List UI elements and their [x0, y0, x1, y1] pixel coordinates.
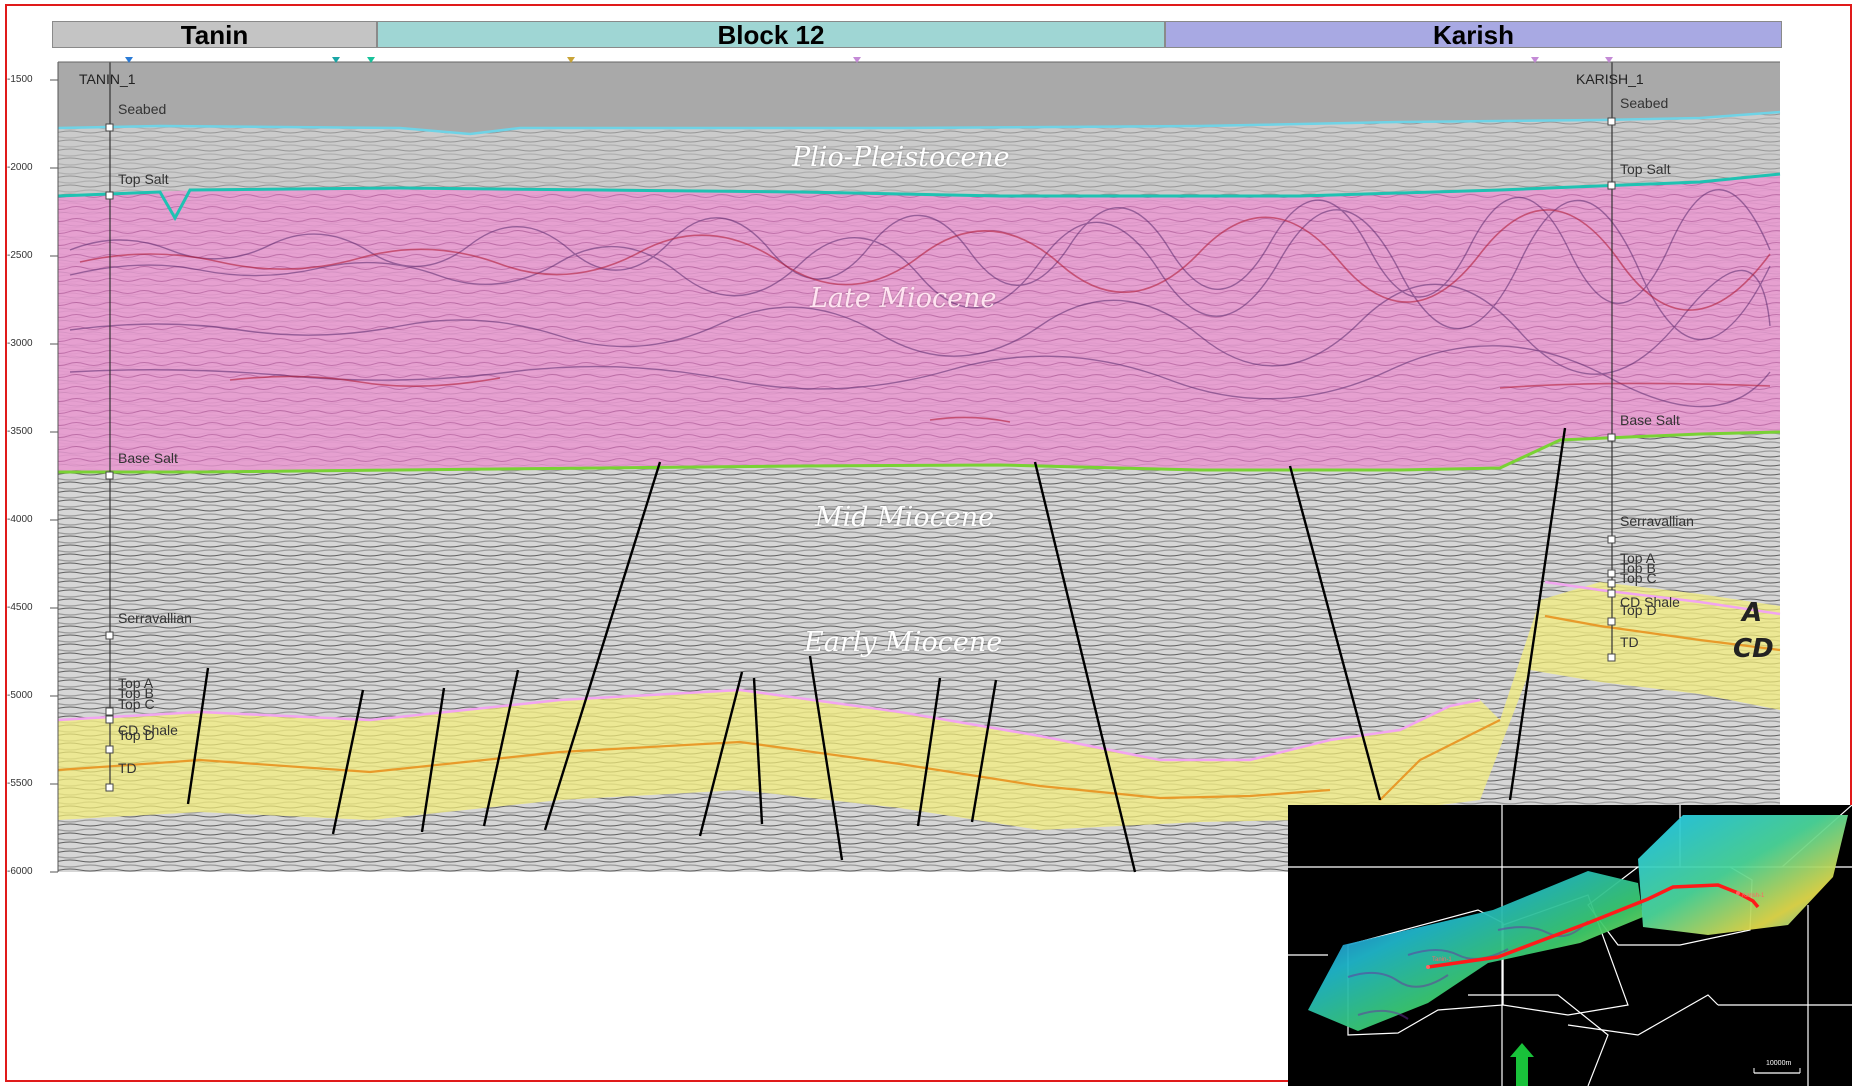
inset-location-map: Tanin-1 Karish-1 10000m — [1288, 805, 1852, 1086]
depth-label: -4000 — [7, 514, 33, 525]
depth-label: -2500 — [7, 250, 33, 261]
faults — [186, 427, 1567, 873]
tanin-horizon-serravallian: Serravallian — [118, 610, 192, 626]
karish-horizon-cd-shale: CD Shale — [1620, 594, 1680, 610]
well-tops-markers — [105, 117, 1616, 792]
depth-label: -5500 — [7, 778, 33, 789]
block-12-header: Block 12 — [377, 21, 1165, 48]
tanin-horizon-top-d: Top D — [118, 727, 155, 743]
salt-reflectors — [69, 189, 1771, 408]
depth-label: -3500 — [7, 426, 33, 437]
scale-bar-label: 10000m — [1766, 1060, 1792, 1067]
depth-label: -2000 — [7, 162, 33, 173]
karish-1-location — [1736, 891, 1740, 895]
figure-frame — [5, 4, 1852, 1082]
section-line — [1427, 883, 1760, 969]
depth-ticks — [50, 79, 58, 873]
seabed-horizon — [57, 110, 1781, 136]
unit-mid-miocene: Mid Miocene — [815, 502, 995, 533]
salt-body — [58, 174, 1780, 472]
base-salt-horizon — [58, 430, 1781, 474]
inset-map-svg — [1288, 805, 1852, 1086]
block-tanin-header: Tanin — [52, 21, 377, 48]
bathymetry-southwest — [1308, 871, 1643, 1031]
unit-early-miocene: Early Miocene — [804, 627, 1003, 658]
tanin-1-location — [1426, 965, 1430, 969]
reservoir-letter-cd: CD — [1733, 634, 1774, 664]
depth-label: -6000 — [7, 866, 33, 877]
karish-horizon-seabed: Seabed — [1620, 95, 1669, 111]
top-salt-horizon — [57, 172, 1781, 222]
reservoir-letter-a: A — [1742, 598, 1763, 628]
block-karish-header: Karish — [1165, 21, 1782, 48]
north-arrow-icon — [1510, 1043, 1534, 1086]
tanin-horizon-top-b: Top B — [118, 685, 154, 701]
karish-horizon-serravallian: Serravallian — [1620, 513, 1694, 529]
reservoir-horizons — [57, 580, 1781, 801]
well-name-tanin-1: TANIN_1 — [79, 71, 136, 87]
top-axis-markers — [125, 57, 1613, 63]
tanin-horizon-base-salt: Base Salt — [118, 450, 178, 466]
karish-horizon-base-salt: Base Salt — [1620, 412, 1680, 428]
well-name-karish-1: KARISH_1 — [1576, 71, 1644, 87]
reservoir-band — [58, 582, 1780, 830]
section-bottom-mask — [58, 872, 1780, 878]
salt-red-reflectors — [79, 209, 1771, 423]
inset-label-tanin-1: Tanin-1 — [1432, 957, 1452, 963]
tanin-horizon-td: TD — [118, 760, 137, 776]
karish-horizon-top-a: Top A — [1620, 550, 1656, 566]
depth-label: -1500 — [7, 74, 33, 85]
depth-label: -4500 — [7, 602, 33, 613]
water-column — [58, 62, 1780, 134]
karish-horizon-top-b: Top B — [1620, 560, 1656, 576]
depth-label: -5000 — [7, 690, 33, 701]
inset-label-karish-1: Karish-1 — [1742, 893, 1765, 899]
unit-late-miocene: Late Miocene — [810, 283, 997, 314]
tanin-horizon-seabed: Seabed — [118, 101, 167, 117]
karish-horizon-top-d: Top D — [1620, 602, 1657, 618]
bathymetry-texture — [1347, 920, 1589, 1020]
depth-label: -3000 — [7, 338, 33, 349]
karish-horizon-td: TD — [1620, 634, 1639, 650]
unit-plio-pleistocene: Plio-Pleistocene — [792, 142, 1010, 173]
tanin-horizon-top-salt: Top Salt — [118, 171, 169, 187]
tanin-horizon-cd-shale: CD Shale — [118, 722, 178, 738]
tanin-horizon-top-a: Top A — [118, 675, 154, 691]
karish-horizon-top-c: Top C — [1620, 570, 1657, 586]
bathymetry-karish — [1638, 815, 1848, 935]
tanin-horizon-top-c: Top C — [118, 696, 155, 712]
karish-horizon-top-salt: Top Salt — [1620, 161, 1671, 177]
